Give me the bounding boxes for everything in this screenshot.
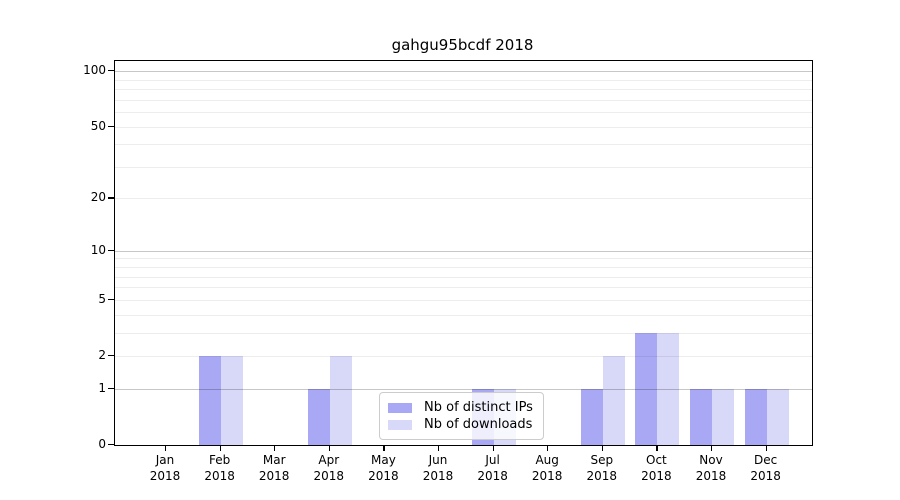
y-tick-mark: [108, 387, 114, 390]
x-tick-label-may: May 2018: [368, 453, 399, 483]
gridline-minor: [115, 89, 812, 91]
x-tick-mark: [328, 445, 331, 451]
bar-nov-distinct-ips: [690, 388, 712, 445]
y-tick-label: 50: [90, 118, 106, 133]
gridline-minor: [115, 299, 812, 301]
x-tick-label-jan: Jan 2018: [149, 453, 181, 483]
bar-oct-downloads: [657, 332, 680, 445]
x-tick-label-jun: Jun 2018: [422, 453, 454, 483]
bar-sep-downloads: [602, 356, 625, 445]
gridline-minor: [115, 112, 812, 114]
legend: Nb of distinct IPs Nb of downloads: [379, 392, 544, 440]
x-tick-mark: [656, 445, 658, 451]
legend-item-distinct-ips: Nb of distinct IPs: [388, 399, 533, 416]
gridline-minor: [115, 79, 812, 81]
gridline-major: [115, 250, 812, 252]
gridline-minor: [115, 287, 812, 289]
y-tick-label: 5: [98, 291, 106, 306]
x-tick-mark: [601, 445, 604, 451]
gridline-minor: [115, 99, 812, 101]
legend-item-downloads: Nb of downloads: [388, 416, 533, 433]
y-tick-mark: [108, 125, 114, 127]
x-tick-label-oct: Oct 2018: [641, 453, 672, 483]
x-tick-label-feb: Feb 2018: [204, 453, 235, 483]
y-tick-label: 10: [90, 242, 106, 257]
plot-area: Nb of distinct IPs Nb of downloads: [114, 60, 813, 446]
bar-oct-distinct-ips: [635, 332, 658, 445]
x-tick-mark: [219, 445, 221, 451]
bar-dec-downloads: [766, 388, 789, 445]
y-tick-mark: [108, 444, 114, 446]
gridline-minor: [115, 126, 812, 128]
bar-feb-distinct-ips: [198, 356, 221, 445]
y-tick-mark: [108, 249, 114, 252]
x-tick-mark: [165, 445, 167, 451]
y-tick-mark: [108, 298, 114, 301]
x-tick-label-mar: Mar 2018: [258, 453, 290, 483]
chart-title: gahgu95bcdf 2018: [391, 36, 534, 54]
x-tick-label-sep: Sep 2018: [586, 453, 618, 483]
gridline-minor: [115, 332, 812, 334]
bar-nov-downloads: [712, 388, 734, 445]
x-tick-label-nov: Nov 2018: [695, 453, 727, 483]
x-tick-label-jul: Jul 2018: [477, 453, 508, 483]
gridline-minor: [115, 314, 812, 316]
bar-dec-distinct-ips: [744, 388, 767, 445]
x-tick-mark: [492, 445, 494, 451]
gridline-major: [115, 71, 812, 73]
gridline-minor: [115, 198, 812, 200]
x-tick-mark: [711, 445, 713, 451]
legend-label-distinct-ips: Nb of distinct IPs: [424, 400, 533, 415]
gridline-minor: [115, 267, 812, 269]
y-tick-label: 1: [98, 380, 106, 395]
x-tick-mark: [383, 445, 385, 451]
y-tick-mark: [108, 70, 114, 72]
gridline-minor: [115, 144, 812, 146]
gridline-minor: [115, 276, 812, 278]
x-tick-label-dec: Dec 2018: [750, 453, 781, 483]
x-tick-mark: [765, 445, 767, 451]
bar-sep-distinct-ips: [580, 388, 603, 445]
legend-swatch-distinct-ips-icon: [388, 402, 412, 413]
legend-swatch-downloads-icon: [388, 419, 412, 430]
x-tick-label-apr: Apr 2018: [313, 453, 345, 483]
legend-label-downloads: Nb of downloads: [424, 417, 533, 432]
bar-apr-distinct-ips: [307, 388, 330, 445]
y-tick-label: 100: [83, 63, 106, 78]
y-tick-label: 0: [98, 437, 106, 451]
bar-feb-downloads: [220, 356, 243, 445]
y-tick-mark: [108, 355, 114, 357]
bar-apr-downloads: [329, 356, 352, 445]
x-tick-label-aug: Aug 2018: [531, 453, 563, 483]
y-tick-label: 2: [98, 348, 106, 362]
x-tick-mark: [274, 445, 276, 451]
x-tick-mark: [438, 445, 440, 451]
gridline-minor: [115, 258, 812, 260]
x-tick-mark: [547, 445, 549, 451]
y-tick-mark: [108, 197, 114, 199]
y-tick-label: 20: [90, 190, 106, 205]
gridline-minor: [115, 166, 812, 168]
